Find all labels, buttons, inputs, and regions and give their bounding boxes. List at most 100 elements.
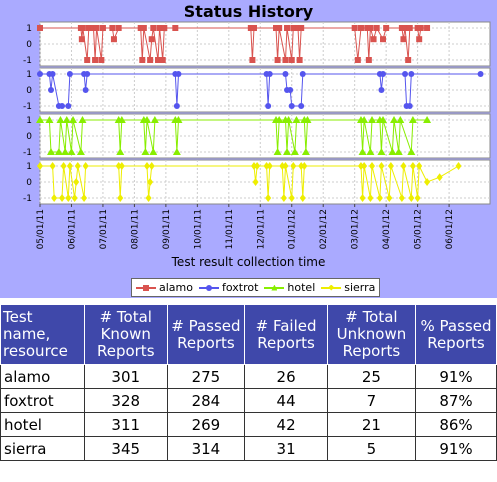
data-point-sierra xyxy=(51,194,58,202)
data-point-sierra xyxy=(254,162,261,170)
header-passed: # Passed Reports xyxy=(166,304,246,365)
x-tick-label: 07/01/11 xyxy=(99,209,109,249)
data-point-alamo xyxy=(155,57,162,63)
header-pct-passed: % Passed Reports xyxy=(414,304,497,365)
data-point-sierra xyxy=(359,194,366,202)
data-point-sierra xyxy=(73,178,80,186)
cell-name: sierra xyxy=(0,436,85,461)
data-point-alamo xyxy=(98,57,105,63)
data-point-hotel xyxy=(284,116,293,123)
data-point-alamo xyxy=(424,25,431,31)
data-point-hotel xyxy=(423,116,432,123)
data-point-foxtrot xyxy=(288,103,295,109)
data-point-alamo xyxy=(273,25,280,31)
data-point-hotel xyxy=(377,148,386,155)
data-point-hotel xyxy=(78,116,87,123)
cell-known: 311 xyxy=(83,412,168,437)
data-point-alamo xyxy=(109,25,116,31)
legend-swatch xyxy=(264,284,285,292)
data-point-hotel xyxy=(149,148,158,155)
data-point-alamo xyxy=(161,25,168,31)
y-tick-label: 0 xyxy=(26,178,32,188)
data-point-sierra xyxy=(280,194,287,202)
data-point-alamo xyxy=(137,25,144,31)
legend-label: sierra xyxy=(344,281,376,294)
data-point-hotel xyxy=(117,116,126,123)
data-point-alamo xyxy=(78,36,85,43)
data-point-foxtrot xyxy=(265,103,272,109)
cell-pct: 86% xyxy=(414,412,497,437)
cell-known: 301 xyxy=(83,364,168,389)
data-point-alamo xyxy=(249,57,256,63)
cell-failed: 44 xyxy=(244,388,328,413)
data-point-sierra xyxy=(367,194,374,202)
data-point-alamo xyxy=(148,36,155,43)
data-point-alamo xyxy=(402,25,409,31)
data-point-sierra xyxy=(49,162,56,170)
x-tick-label: 09/01/11 xyxy=(162,209,172,249)
legend-swatch xyxy=(321,284,342,292)
data-point-alamo xyxy=(380,36,387,43)
data-point-hotel xyxy=(45,116,54,123)
data-point-alamo xyxy=(398,25,405,31)
x-tick-label: 01/01/12 xyxy=(288,209,298,249)
data-point-alamo xyxy=(150,25,157,31)
data-point-foxtrot xyxy=(48,87,55,93)
y-tick-label: -1 xyxy=(23,148,32,158)
data-point-foxtrot xyxy=(173,103,180,109)
cell-passed: 275 xyxy=(166,364,246,389)
data-point-sierra xyxy=(252,178,259,186)
divider xyxy=(0,298,497,304)
x-tick-label: 12/01/11 xyxy=(256,209,266,249)
data-point-alamo xyxy=(364,25,371,31)
data-point-alamo xyxy=(296,57,303,63)
x-tick-label: 06/01/11 xyxy=(67,209,77,249)
data-point-alamo xyxy=(373,25,380,31)
data-point-alamo xyxy=(357,25,364,31)
data-point-alamo xyxy=(367,25,374,31)
data-point-alamo xyxy=(370,36,377,43)
data-point-foxtrot xyxy=(299,71,306,77)
data-point-sierra xyxy=(266,162,273,170)
cell-passed: 314 xyxy=(166,436,246,461)
legend-label: foxtrot xyxy=(221,281,259,294)
data-point-alamo xyxy=(400,36,407,43)
data-point-sierra xyxy=(147,178,154,186)
data-point-foxtrot xyxy=(402,71,409,77)
data-point-foxtrot xyxy=(49,71,56,77)
data-point-alamo xyxy=(298,25,305,31)
data-point-hotel xyxy=(69,116,78,123)
cell-unknown: 5 xyxy=(326,436,416,461)
x-tick-label: 06/01/12 xyxy=(445,209,455,249)
data-point-hotel xyxy=(290,148,299,155)
cell-passed: 284 xyxy=(166,388,246,413)
data-point-sierra xyxy=(387,162,394,170)
data-point-sierra xyxy=(299,194,306,202)
data-point-hotel xyxy=(379,116,388,123)
data-point-alamo xyxy=(84,57,91,63)
data-point-foxtrot xyxy=(59,103,66,109)
header-failed: # Failed Reports xyxy=(244,304,328,365)
data-point-hotel xyxy=(292,116,301,123)
data-point-alamo xyxy=(37,25,43,31)
table-row: alamo 301 275 26 25 91% xyxy=(0,364,497,389)
data-point-sierra xyxy=(118,162,125,170)
data-point-alamo xyxy=(92,57,99,63)
data-point-sierra xyxy=(148,162,155,170)
cell-unknown: 25 xyxy=(326,364,416,389)
data-point-alamo xyxy=(79,25,86,31)
data-point-alamo xyxy=(354,57,361,63)
data-point-alamo xyxy=(417,25,424,31)
data-point-sierra xyxy=(436,173,443,182)
x-tick-label: 08/01/11 xyxy=(130,209,140,249)
data-point-foxtrot xyxy=(298,103,305,109)
cell-unknown: 21 xyxy=(326,412,416,437)
data-point-alamo xyxy=(93,25,100,31)
data-point-alamo xyxy=(351,25,358,31)
table-row: foxtrot 328 284 44 7 87% xyxy=(0,388,497,413)
data-point-sierra xyxy=(361,162,368,170)
x-axis-label: Test result collection time xyxy=(171,255,326,269)
report-table: Test name, resource # Total Known Report… xyxy=(0,304,497,461)
cell-known: 345 xyxy=(83,436,168,461)
data-point-alamo xyxy=(139,57,146,63)
